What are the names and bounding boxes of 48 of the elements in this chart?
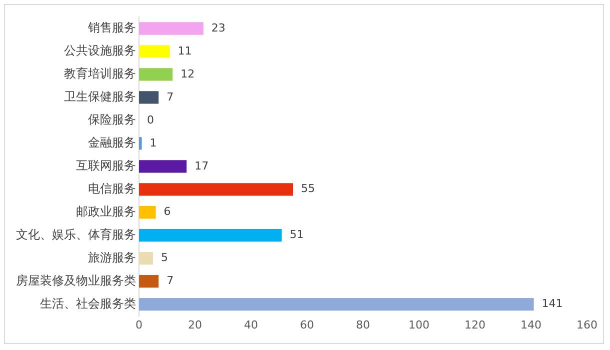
bar (139, 229, 282, 242)
data-label: 51 (290, 228, 304, 242)
bar (139, 91, 159, 104)
y-tick-label: 保险服务 (88, 112, 136, 127)
data-label: 55 (301, 182, 315, 196)
bar (139, 275, 159, 288)
y-tick-label: 文化、娱乐、体育服务 (16, 227, 136, 242)
x-tick-label: 160 (576, 318, 598, 332)
data-label: 141 (542, 297, 563, 310)
y-tick-label: 房屋装修及物业服务类 (16, 273, 136, 288)
data-label: 23 (211, 21, 226, 34)
bar (139, 298, 534, 311)
bar (139, 68, 173, 81)
x-tick-label: 140 (520, 318, 542, 332)
y-tick-label: 旅游服务 (88, 250, 136, 264)
x-tick-label: 0 (136, 318, 142, 332)
x-tick-label: 120 (464, 318, 486, 332)
data-label: 12 (180, 67, 195, 80)
data-label: 6 (164, 205, 171, 218)
y-tick-label: 金融服务 (88, 136, 136, 150)
y-tick-label: 销售服务 (87, 20, 136, 35)
bar (139, 206, 156, 219)
bar (139, 160, 187, 173)
bar (139, 183, 293, 196)
x-tick-label: 80 (356, 318, 370, 332)
chart-frame: 0 20 40 60 80 100 120 140 160 销售服务 公共设施服务 教育培训服务 卫生保健服务 保险服务 金融服务 互联网服务 电信服务 邮政业服务 文化、娱乐、体育服务 旅游服务 房屋装修及物业服务类 生活、社会服务类 23 11 12 7 0 1 17 55 6 51 5 7 141 (4, 4, 604, 344)
data-label: 7 (166, 274, 174, 288)
y-tick-label: 电信服务 (88, 182, 136, 196)
y-tick-label: 教育培训服务 (64, 66, 136, 81)
data-label: 5 (161, 251, 168, 264)
bar (139, 137, 142, 150)
x-tick-label: 40 (244, 318, 258, 332)
y-tick-label: 公共设施服务 (64, 44, 136, 58)
x-tick-label: 20 (188, 318, 202, 332)
data-label: 1 (150, 136, 157, 150)
data-label: 17 (194, 159, 209, 172)
bar (139, 252, 153, 265)
y-tick-label: 互联网服务 (76, 158, 136, 173)
y-tick-label: 邮政业服务 (76, 204, 136, 218)
x-tick-label: 100 (408, 318, 430, 332)
data-label: 7 (166, 90, 174, 104)
data-label: 0 (147, 113, 154, 126)
y-tick-label: 生活、社会服务类 (40, 296, 136, 310)
bar (139, 45, 170, 58)
bar (139, 22, 204, 35)
data-label: 11 (178, 44, 192, 58)
y-tick-label: 卫生保健服务 (64, 90, 136, 104)
x-tick-label: 60 (300, 318, 314, 332)
